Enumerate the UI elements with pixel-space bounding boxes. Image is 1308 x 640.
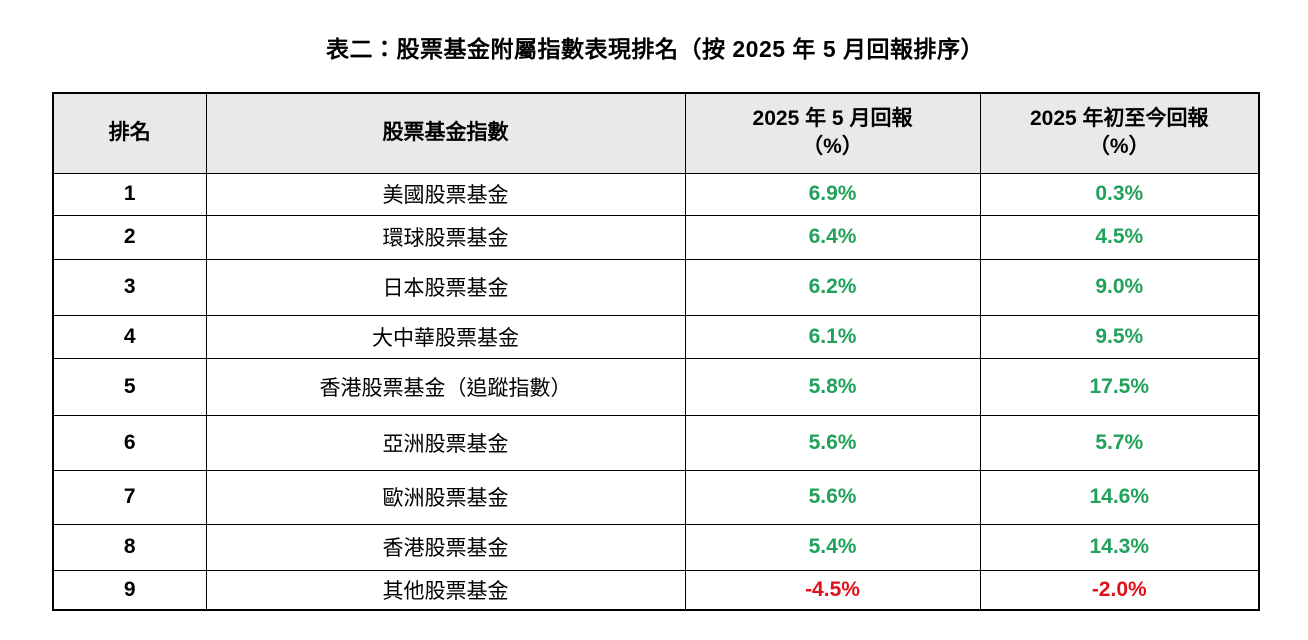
rank-cell: 9 xyxy=(52,569,207,611)
ytd-return-cell: 14.6% xyxy=(979,469,1260,525)
may-return-cell: 5.8% xyxy=(684,357,981,416)
table-body: 1 美國股票基金 6.9% 0.3% 2 環球股票基金 6.4% 4.5% 3 … xyxy=(52,172,1260,611)
table-row: 4 大中華股票基金 6.1% 9.5% xyxy=(52,314,1260,359)
fund-name-cell: 亞洲股票基金 xyxy=(205,414,686,471)
column-header-unit: （%） xyxy=(1088,135,1150,159)
ytd-return-cell: 9.0% xyxy=(979,258,1260,316)
table-row: 8 香港股票基金 5.4% 14.3% xyxy=(52,523,1260,571)
ytd-return-cell: 9.5% xyxy=(979,314,1260,359)
table-row: 1 美國股票基金 6.9% 0.3% xyxy=(52,172,1260,216)
table-row: 9 其他股票基金 -4.5% -2.0% xyxy=(52,569,1260,611)
may-return-cell: 5.6% xyxy=(684,414,981,471)
table-row: 6 亞洲股票基金 5.6% 5.7% xyxy=(52,414,1260,471)
page: 表二：股票基金附屬指數表現排名（按 2025 年 5 月回報排序） 排名 股票基… xyxy=(52,36,1260,611)
ytd-return-cell: 14.3% xyxy=(979,523,1260,571)
rank-cell: 2 xyxy=(52,214,207,260)
may-return-cell: 6.2% xyxy=(684,258,981,316)
may-return-cell: 6.4% xyxy=(684,214,981,260)
table-row: 7 歐洲股票基金 5.6% 14.6% xyxy=(52,469,1260,525)
fund-ranking-table: 排名 股票基金指數 2025 年 5 月回報 （%） 2025 年初至今回報 （… xyxy=(52,92,1260,611)
may-return-cell: -4.5% xyxy=(684,569,981,611)
table-header: 排名 股票基金指數 2025 年 5 月回報 （%） 2025 年初至今回報 （… xyxy=(52,92,1260,174)
table-row: 5 香港股票基金（追蹤指數） 5.8% 17.5% xyxy=(52,357,1260,416)
table-row: 2 環球股票基金 6.4% 4.5% xyxy=(52,214,1260,260)
fund-name-cell: 香港股票基金（追蹤指數） xyxy=(205,357,686,416)
ytd-return-cell: 0.3% xyxy=(979,172,1260,216)
header-row: 排名 股票基金指數 2025 年 5 月回報 （%） 2025 年初至今回報 （… xyxy=(52,92,1260,174)
ytd-return-cell: 4.5% xyxy=(979,214,1260,260)
rank-cell: 3 xyxy=(52,258,207,316)
ytd-return-cell: -2.0% xyxy=(979,569,1260,611)
fund-name-cell: 環球股票基金 xyxy=(205,214,686,260)
may-return-cell: 5.6% xyxy=(684,469,981,525)
may-return-cell: 6.9% xyxy=(684,172,981,216)
column-header-unit: （%） xyxy=(802,135,863,159)
rank-cell: 8 xyxy=(52,523,207,571)
column-header-may-return: 2025 年 5 月回報 （%） xyxy=(684,92,981,174)
fund-name-cell: 其他股票基金 xyxy=(205,569,686,611)
column-header-fund-index: 股票基金指數 xyxy=(205,92,686,174)
column-header-label: 股票基金指數 xyxy=(382,121,509,145)
ytd-return-cell: 17.5% xyxy=(979,357,1260,416)
fund-name-cell: 歐洲股票基金 xyxy=(205,469,686,525)
table-title: 表二：股票基金附屬指數表現排名（按 2025 年 5 月回報排序） xyxy=(325,36,985,62)
ytd-return-cell: 5.7% xyxy=(979,414,1260,471)
column-header-ytd-return: 2025 年初至今回報 （%） xyxy=(979,92,1260,174)
rank-cell: 1 xyxy=(52,172,207,216)
may-return-cell: 5.4% xyxy=(684,523,981,571)
fund-name-cell: 大中華股票基金 xyxy=(205,314,686,359)
fund-name-cell: 美國股票基金 xyxy=(205,172,686,216)
rank-cell: 4 xyxy=(52,314,207,359)
may-return-cell: 6.1% xyxy=(684,314,981,359)
rank-cell: 5 xyxy=(52,357,207,416)
column-header-label: 排名 xyxy=(108,121,151,145)
column-header-rank: 排名 xyxy=(52,92,207,174)
fund-name-cell: 香港股票基金 xyxy=(205,523,686,571)
rank-cell: 6 xyxy=(52,414,207,471)
column-header-label: 2025 年 5 月回報 xyxy=(752,106,913,130)
fund-name-cell: 日本股票基金 xyxy=(205,258,686,316)
column-header-label: 2025 年初至今回報 xyxy=(1029,106,1209,130)
rank-cell: 7 xyxy=(52,469,207,525)
table-row: 3 日本股票基金 6.2% 9.0% xyxy=(52,258,1260,316)
